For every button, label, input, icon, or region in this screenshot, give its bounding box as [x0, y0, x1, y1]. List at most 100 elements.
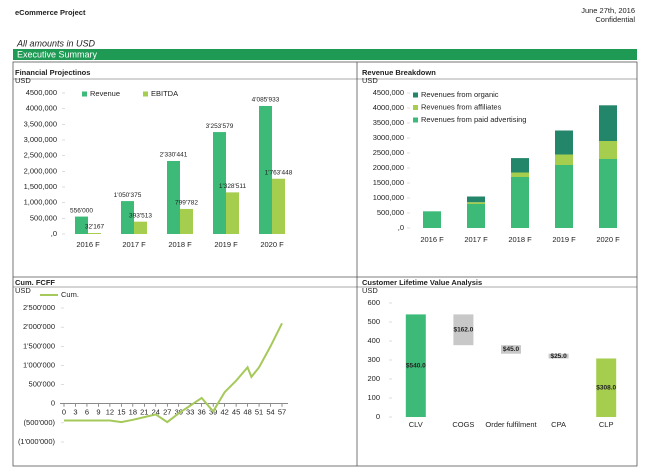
- value-label: $540.0: [406, 362, 426, 369]
- legend-swatch: [143, 91, 148, 97]
- value-label: 799'782: [175, 200, 198, 207]
- value-label: 2'330'441: [160, 152, 188, 159]
- bar-segment: [511, 158, 529, 173]
- x-tick-label: 2020 F: [596, 235, 620, 244]
- x-tick-label: 3: [73, 408, 77, 417]
- value-label: 1'328'511: [219, 183, 247, 190]
- y-tick-label: 4500,000: [26, 88, 57, 97]
- y-tick-label: 1,500,000: [24, 182, 57, 191]
- section-title: Executive Summary: [17, 49, 98, 59]
- x-tick-label-box: CLP: [598, 420, 614, 429]
- y-tick-label: 3000,000: [373, 133, 404, 142]
- value-label: $162.0: [453, 327, 473, 334]
- panel-frame: [12, 61, 638, 467]
- bar-segment: [511, 177, 529, 228]
- panel-unit: USD: [15, 76, 31, 85]
- x-tick-label: 2019 F: [214, 240, 238, 249]
- panel-title: Financial Projectinos: [15, 68, 90, 77]
- legend-swatch: [413, 117, 418, 123]
- bar: [259, 105, 272, 235]
- x-tick-label: CLP: [598, 420, 614, 429]
- bar-segment: [599, 141, 617, 159]
- x-tick-label: 9: [96, 408, 100, 417]
- bar-segment: [467, 202, 485, 204]
- x-tick-label: Order fulfilment: [485, 420, 537, 429]
- x-tick-label: COGS: [452, 420, 475, 429]
- y-tick-label: 3,000,000: [24, 135, 57, 144]
- x-tick-label: 2017 F: [464, 235, 488, 244]
- y-tick-label: 4500,000: [373, 88, 404, 97]
- bar-segment: [467, 204, 485, 228]
- section-bar: [13, 49, 637, 60]
- y-tick-label: (1'000'000): [18, 437, 56, 446]
- waterfall-bar: [501, 345, 521, 354]
- value-label: 1'050'375: [114, 192, 142, 199]
- y-tick-label: 2500,000: [373, 148, 404, 157]
- x-tick-label: 57: [278, 408, 286, 417]
- bar: [272, 178, 285, 234]
- x-tick-label: 2018 F: [508, 235, 532, 244]
- waterfall-bar: [405, 314, 426, 417]
- bar-segment: [599, 159, 617, 228]
- bar-segment: [599, 105, 617, 141]
- x-tick-label: 24: [152, 408, 160, 417]
- y-tick-label: 4000,000: [26, 104, 57, 113]
- legend-label: Revenues from affiliates: [421, 102, 502, 111]
- x-tick-label: CLV: [408, 420, 423, 429]
- bar: [213, 132, 226, 234]
- bar-segment: [555, 154, 573, 165]
- y-tick-label: 3500,000: [373, 118, 404, 127]
- confidential: Confidential: [595, 15, 635, 24]
- x-tick-label: 2019 F: [552, 235, 576, 244]
- y-tick-label: 2000,000: [373, 163, 404, 172]
- bar: [88, 232, 101, 234]
- y-tick-label: 1,000,000: [24, 198, 57, 207]
- panel-title: Revenue Breakdown: [362, 68, 436, 77]
- panel-unit: USD: [15, 286, 31, 295]
- bar-segment: [555, 130, 573, 155]
- value-label: $45.0: [503, 346, 520, 353]
- value-label: $308.0: [596, 384, 616, 391]
- bar: [180, 208, 193, 234]
- x-tick-label: 21: [140, 408, 148, 417]
- x-tick-label: 51: [255, 408, 263, 417]
- x-tick-label: 33: [186, 408, 194, 417]
- x-tick-label: 36: [198, 408, 206, 417]
- project-title: eCommerce Project: [15, 8, 86, 17]
- x-tick-label: 2018 F: [168, 240, 192, 249]
- waterfall-bar: [596, 358, 617, 417]
- y-tick-label: 500,000: [377, 208, 404, 217]
- value-label: 4'085'933: [252, 97, 280, 104]
- legend-label: Revenue: [90, 89, 120, 98]
- bar: [121, 201, 134, 234]
- x-tick-label: 15: [117, 408, 125, 417]
- value-label: 1'763'448: [265, 169, 293, 176]
- x-tick-label: 0: [62, 408, 66, 417]
- x-tick-label: 2020 F: [260, 240, 284, 249]
- y-tick-label: 1000,000: [373, 193, 404, 202]
- y-tick-label: 1500,000: [373, 178, 404, 187]
- x-tick-label-box: Order fulfilment: [485, 420, 537, 429]
- y-tick-label: ,0: [51, 229, 57, 238]
- waterfall-bar: [453, 314, 474, 346]
- panel-title: Cum. FCFF: [15, 278, 55, 287]
- bar: [167, 160, 180, 234]
- y-tick-label: 0: [376, 412, 380, 421]
- legend-label: Revenues from paid advertising: [421, 115, 526, 124]
- x-tick-label: 48: [243, 408, 251, 417]
- legend-label: Revenues from organic: [421, 90, 499, 99]
- x-tick-label: 42: [220, 408, 228, 417]
- x-tick-label: 54: [266, 408, 274, 417]
- legend-swatch: [413, 92, 418, 98]
- value-label: 32'167: [85, 224, 105, 231]
- report-date: June 27th, 2016: [581, 6, 635, 15]
- y-tick-label: 400: [367, 336, 380, 345]
- y-tick-label: 2'500'000: [23, 303, 55, 312]
- bar: [134, 221, 147, 234]
- y-tick-label: 500: [367, 317, 380, 326]
- y-tick-label: 500'000: [29, 380, 55, 389]
- x-tick-label: 45: [232, 408, 240, 417]
- y-tick-label: 2,500,000: [24, 151, 57, 160]
- legend-swatch: [82, 91, 87, 97]
